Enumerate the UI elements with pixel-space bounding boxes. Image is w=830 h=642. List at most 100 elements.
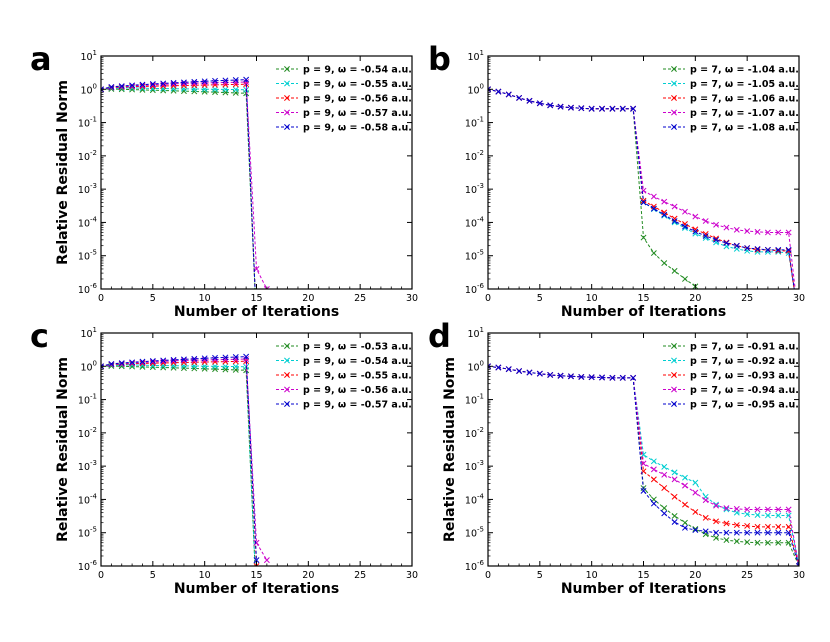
x-tick-label: 0 <box>98 570 104 581</box>
legend-entry: p = 7, ω = -0.95 a.u. <box>690 400 799 411</box>
data-point <box>661 485 668 491</box>
data-point <box>243 353 250 360</box>
data-point <box>191 78 198 85</box>
data-point <box>232 354 239 360</box>
data-point <box>754 506 761 513</box>
data-point <box>733 226 740 233</box>
series-line <box>488 365 799 566</box>
y-tick-label: 10-4 <box>78 492 98 506</box>
y-tick-label: 10-2 <box>78 149 97 163</box>
data-point <box>619 105 626 112</box>
x-tick-label: 20 <box>302 293 314 304</box>
legend-marker <box>671 80 677 87</box>
data-point <box>692 228 699 235</box>
data-point <box>650 203 657 210</box>
data-point <box>588 374 595 381</box>
y-tick-label: 10-4 <box>78 215 98 229</box>
data-point <box>775 229 782 236</box>
data-point <box>505 366 512 373</box>
legend-entry: p = 9, ω = -0.55 a.u. <box>303 371 412 382</box>
data-point <box>775 247 782 254</box>
data-point <box>682 501 688 508</box>
data-point <box>170 357 177 364</box>
data-point <box>640 487 647 494</box>
y-tick-label: 10-4 <box>465 492 485 506</box>
data-point <box>796 320 801 325</box>
x-tick-label: 15 <box>250 570 262 581</box>
x-tick-label: 10 <box>199 570 211 581</box>
plot-frame <box>487 332 800 567</box>
data-point <box>713 534 720 541</box>
y-tick-label: 10-6 <box>78 282 98 296</box>
data-point <box>180 88 187 95</box>
data-point <box>744 506 751 513</box>
data-point <box>516 94 523 101</box>
data-point <box>661 471 668 478</box>
data-point <box>180 356 187 363</box>
legend-entry: p = 7, ω = -0.94 a.u. <box>690 385 799 396</box>
data-point <box>682 276 688 282</box>
data-point <box>754 529 761 536</box>
data-point <box>139 359 146 366</box>
data-point <box>661 463 668 470</box>
data-point <box>682 223 688 230</box>
data-point <box>108 83 115 90</box>
data-point <box>578 105 585 112</box>
legend-entry: p = 9, ω = -0.56 a.u. <box>303 94 412 105</box>
legend-marker <box>284 357 290 364</box>
data-point <box>744 228 751 235</box>
data-point <box>775 506 782 513</box>
data-point <box>149 81 156 88</box>
x-axis-label: Number of Iterations <box>174 581 339 597</box>
data-point <box>661 260 668 267</box>
data-point <box>578 373 585 380</box>
x-tick-label: 30 <box>793 293 805 304</box>
data-point <box>692 509 699 515</box>
data-point <box>785 523 792 530</box>
data-point <box>661 198 668 205</box>
y-tick-label: 101 <box>80 49 97 63</box>
data-point <box>253 563 260 566</box>
data-point <box>764 246 771 253</box>
panel-letter: a <box>30 40 52 78</box>
data-point <box>775 539 782 546</box>
data-point <box>212 363 218 370</box>
data-point <box>609 105 616 112</box>
series-line <box>488 365 799 566</box>
y-tick-label: 101 <box>467 49 484 63</box>
data-point <box>129 359 136 366</box>
y-tick-label: 10-5 <box>465 526 484 540</box>
data-point <box>650 476 657 483</box>
x-tick-label: 5 <box>150 570 156 581</box>
data-point <box>567 373 574 380</box>
x-tick-label: 10 <box>586 570 598 581</box>
x-tick-label: 25 <box>741 570 753 581</box>
data-point <box>139 81 146 88</box>
data-point <box>671 476 678 483</box>
data-point <box>661 505 668 512</box>
series-group <box>101 76 270 325</box>
data-point <box>682 524 688 531</box>
data-point <box>785 246 792 253</box>
data-point <box>723 505 730 512</box>
data-point <box>650 500 657 507</box>
x-tick-label: 25 <box>741 293 753 304</box>
data-point <box>733 529 740 536</box>
data-point <box>682 482 688 489</box>
series-group <box>488 363 799 566</box>
legend-entry: p = 9, ω = -0.54 a.u. <box>303 356 412 367</box>
data-point <box>222 363 229 370</box>
data-point <box>744 245 751 251</box>
data-point <box>243 356 250 363</box>
y-tick-label: 10-6 <box>78 559 98 573</box>
x-axis-label: Number of Iterations <box>561 581 726 597</box>
y-axis-label: Relative Residual Norm <box>55 80 71 265</box>
data-point <box>254 320 259 325</box>
data-point <box>495 88 502 95</box>
legend-entry: p = 7, ω = -0.92 a.u. <box>690 356 799 367</box>
series-line <box>101 88 256 289</box>
data-point <box>640 187 647 194</box>
x-axis-label: Number of Iterations <box>561 304 726 320</box>
data-point <box>775 523 782 530</box>
data-point <box>547 371 554 378</box>
